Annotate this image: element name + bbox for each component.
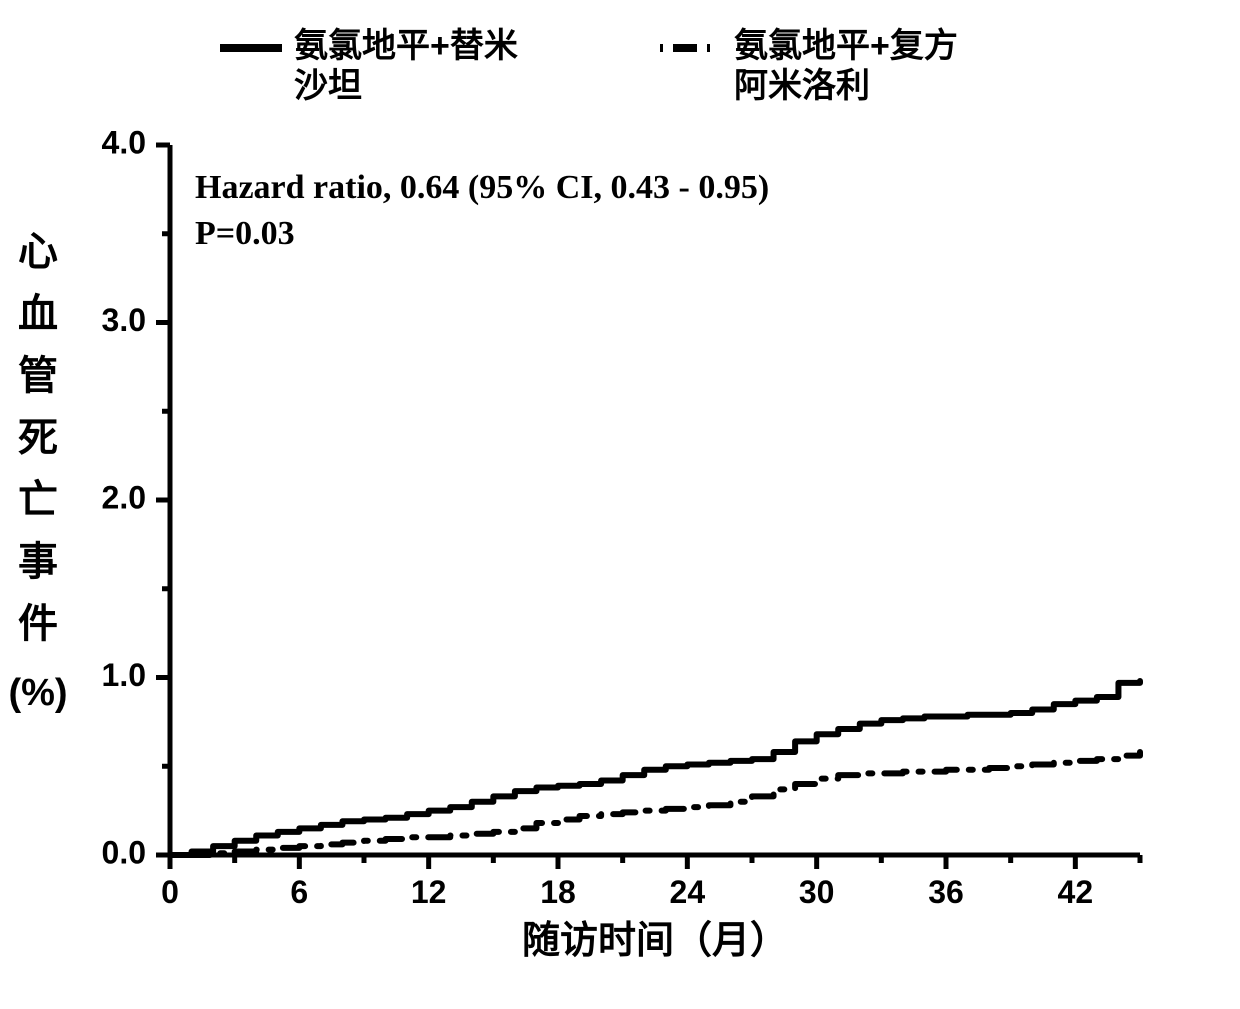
legend-label-1-0: 氨氯地平+复方 bbox=[734, 27, 958, 65]
y-axis-label-char: 件 bbox=[18, 602, 58, 646]
annotation-line-0: Hazard ratio, 0.64 (95% CI, 0.43 - 0.95) bbox=[195, 169, 769, 206]
x-tick-label: 12 bbox=[411, 874, 447, 910]
y-axis-label-char: 心 bbox=[18, 230, 58, 274]
y-axis-label-unit: (%) bbox=[8, 672, 67, 714]
x-tick-label: 0 bbox=[161, 874, 179, 910]
annotation-line-1: P=0.03 bbox=[195, 215, 295, 252]
chart-container: { "canvas": { "width": 1240, "height": 1… bbox=[0, 0, 1240, 1009]
y-tick-label: 3.0 bbox=[102, 302, 146, 338]
y-axis-label-char: 死 bbox=[18, 416, 58, 460]
y-axis-label-char: 事 bbox=[18, 540, 58, 584]
y-axis-label-char: 亡 bbox=[18, 478, 58, 522]
legend-label-1-1: 阿米洛利 bbox=[734, 67, 870, 105]
x-tick-label: 6 bbox=[290, 874, 308, 910]
x-axis-label: 随访时间（月） bbox=[522, 920, 788, 962]
x-tick-label: 30 bbox=[799, 874, 835, 910]
km-chart-svg: 氨氯地平+替米沙坦 氨氯地平+复方阿米洛利 0.0 1.0 2.0 3.0 4.0 0 6 12 1… bbox=[0, 0, 1240, 1009]
x-tick-label: 42 bbox=[1058, 874, 1094, 910]
y-tick-label: 1.0 bbox=[102, 657, 146, 693]
y-tick-label: 4.0 bbox=[102, 124, 146, 160]
x-tick-label: 18 bbox=[540, 874, 576, 910]
y-axis-label-char: 血 bbox=[18, 292, 58, 336]
legend-label-0-1: 沙坦 bbox=[294, 67, 362, 105]
y-axis-label-char: 管 bbox=[18, 354, 58, 398]
y-tick-label: 2.0 bbox=[102, 479, 146, 515]
x-tick-label: 36 bbox=[928, 874, 964, 910]
y-tick-label: 0.0 bbox=[102, 834, 146, 870]
legend-label-0-0: 氨氯地平+替米 bbox=[294, 27, 518, 65]
x-tick-label: 24 bbox=[670, 874, 706, 910]
